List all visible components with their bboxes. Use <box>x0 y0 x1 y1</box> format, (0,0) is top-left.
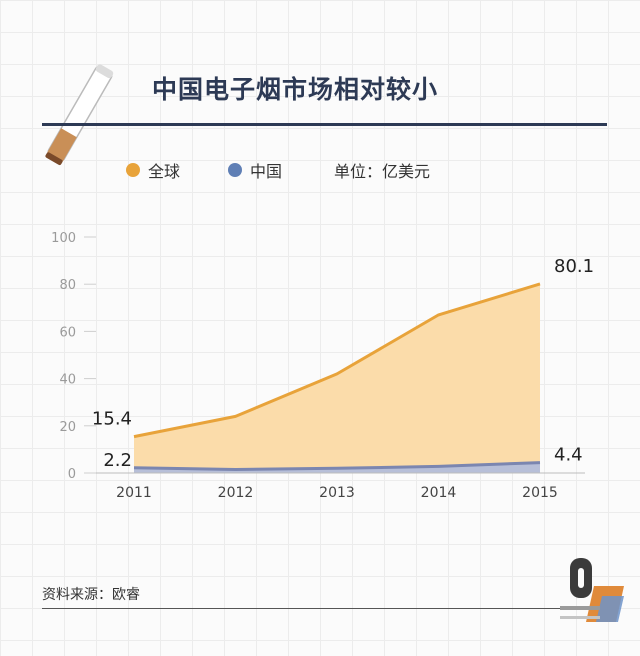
source-note: 资料来源：欧睿 <box>42 587 140 603</box>
x-tick-label: 2013 <box>319 485 355 501</box>
legend-label-china: 中国 <box>250 162 283 181</box>
y-tick-label: 40 <box>59 373 76 388</box>
legend-swatch-china <box>228 163 242 177</box>
x-tick-label: 2015 <box>522 485 558 501</box>
y-tick-label: 60 <box>59 325 76 340</box>
unit-label: 单位：亿美元 <box>334 162 431 181</box>
x-tick-label: 2011 <box>116 485 152 501</box>
cigarette-icon <box>45 64 114 166</box>
x-tick-label: 2012 <box>218 485 254 501</box>
legend-swatch-global <box>126 163 140 177</box>
data-label: 15.4 <box>92 409 132 430</box>
y-tick-label: 100 <box>51 231 76 246</box>
legend-item-china: 中国 <box>228 158 282 182</box>
title-divider <box>42 123 607 126</box>
legend-label-global: 全球 <box>148 162 181 181</box>
data-label: 80.1 <box>554 256 594 277</box>
y-tick-label: 0 <box>68 467 76 482</box>
series-area-global <box>134 283 540 473</box>
legend-item-global: 全球 <box>126 158 180 182</box>
x-tick-label: 2014 <box>421 485 457 501</box>
data-label: 4.4 <box>554 445 583 466</box>
series-line-china <box>133 461 541 471</box>
y-tick-label: 20 <box>59 420 76 435</box>
series-line-global <box>133 282 541 439</box>
y-tick-label: 80 <box>59 278 76 293</box>
brand-logo <box>560 558 624 622</box>
page-title: 中国电子烟市场相对较小 <box>152 75 439 104</box>
data-label: 2.2 <box>103 450 132 471</box>
source-divider <box>42 608 562 609</box>
